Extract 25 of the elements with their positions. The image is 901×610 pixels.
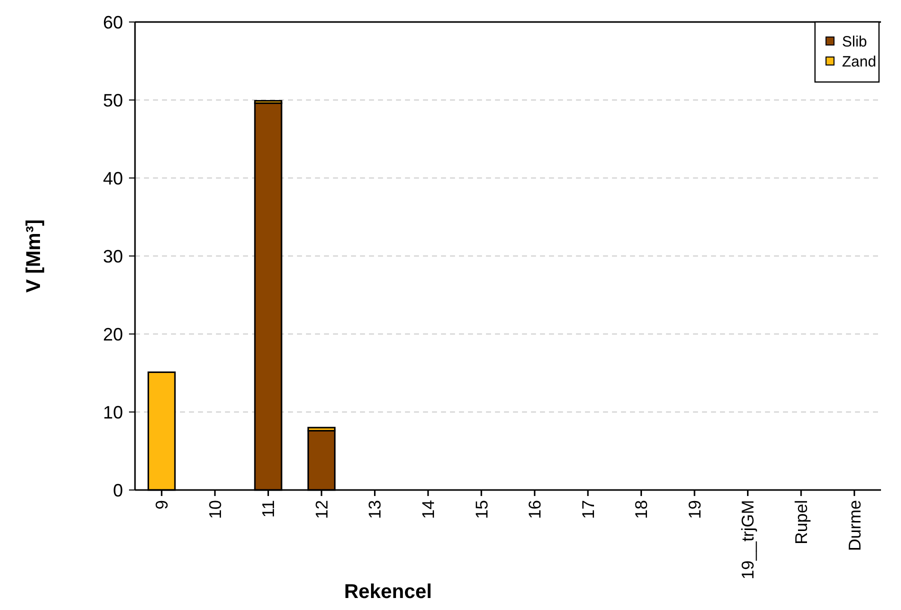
y-axis-title: V [Mm³] — [23, 219, 45, 293]
y-tick-label: 40 — [102, 168, 123, 188]
legend-label: Slib — [842, 33, 868, 50]
x-tick-label: 17 — [578, 500, 598, 519]
y-tick-label: 60 — [102, 12, 123, 32]
x-tick-label: 9 — [152, 500, 172, 510]
y-tick-label: 30 — [102, 246, 123, 266]
x-tick-label: 13 — [366, 500, 385, 519]
x-tick-label: 12 — [312, 500, 332, 519]
x-tick-label: 11 — [259, 500, 278, 518]
x-tick-label: 14 — [419, 500, 438, 519]
y-tick-label: 20 — [102, 324, 123, 344]
legend-label: Zand — [842, 53, 876, 70]
x-tick-label: Durme — [845, 500, 864, 552]
x-tick-label: 18 — [632, 500, 652, 519]
y-tick-label: 0 — [112, 480, 123, 500]
x-tick-label: 10 — [206, 500, 225, 519]
x-tick-label: 19 — [685, 500, 704, 519]
x-tick-label: 19__trjGM — [738, 500, 758, 580]
y-tick-label: 10 — [102, 402, 123, 422]
x-axis-title: Rekencel — [344, 581, 432, 603]
x-tick-label: 16 — [526, 500, 545, 519]
x-tick-label: Rupel — [792, 500, 812, 544]
x-tick-label: 15 — [472, 500, 492, 519]
y-tick-label: 50 — [102, 90, 123, 110]
